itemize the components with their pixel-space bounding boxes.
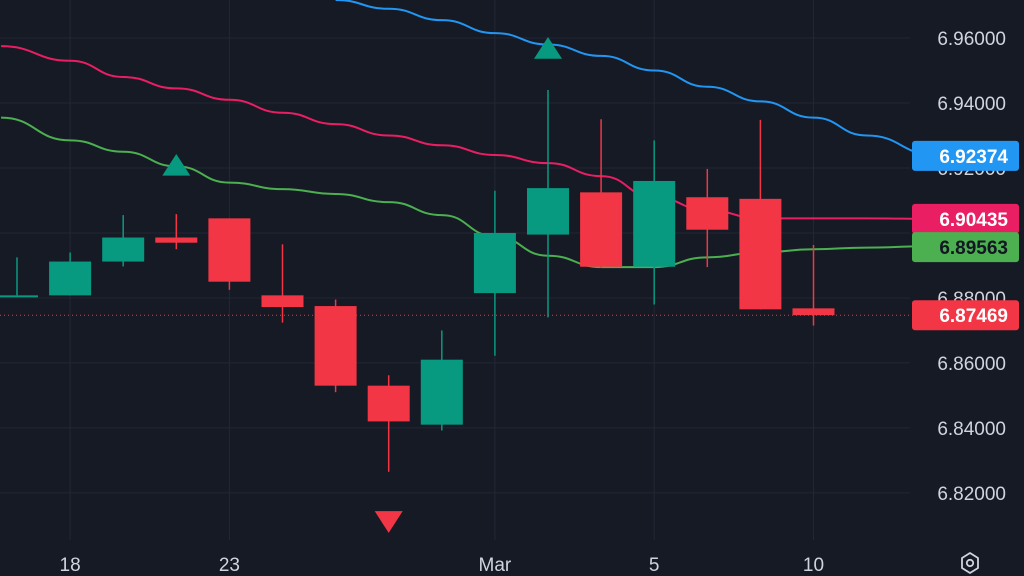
candle[interactable] (686, 168, 729, 268)
buy-signal-marker (534, 37, 562, 59)
price-badge: 6.90435 (912, 203, 1019, 234)
time-tick-label: 23 (219, 555, 240, 576)
candle[interactable] (473, 190, 516, 356)
candle-body (367, 385, 410, 422)
gear-icon (961, 552, 979, 574)
candle[interactable] (792, 244, 835, 326)
price-badge-background (912, 203, 1019, 234)
gear-icon-center (965, 558, 975, 568)
candles[interactable] (0, 90, 835, 472)
price-badge-background (912, 232, 1019, 263)
price-badge-label: 6.89563 (939, 238, 1008, 259)
price-tick-label: 6.82000 (937, 484, 1006, 505)
candle[interactable] (420, 330, 463, 431)
candle-body (208, 218, 251, 282)
price-badge: 6.92374 (912, 140, 1019, 171)
price-badge: 6.87469 (912, 300, 1019, 331)
buy-signal-marker (162, 153, 191, 176)
signal-markers (162, 37, 562, 533)
candle-body (420, 359, 463, 425)
price-badge-label: 6.92374 (939, 147, 1008, 168)
time-tick-label: 5 (649, 555, 660, 576)
candle-body (739, 198, 782, 310)
candle[interactable] (102, 215, 145, 267)
candle-body (49, 261, 92, 296)
candle[interactable] (367, 375, 410, 472)
candle-body (155, 237, 198, 243)
price-tick-label: 6.86000 (937, 354, 1006, 375)
candle-body (261, 295, 304, 308)
time-tick-label: 10 (803, 555, 824, 576)
candle-body (527, 188, 569, 235)
candle-body (102, 237, 145, 262)
candle-body (0, 295, 38, 298)
candle-body (792, 308, 835, 316)
candle-body (473, 232, 516, 294)
candle[interactable] (0, 257, 38, 298)
candle[interactable] (739, 119, 782, 310)
candle[interactable] (580, 119, 623, 269)
settings-button[interactable] (961, 552, 979, 574)
candle[interactable] (49, 252, 92, 296)
candle[interactable] (155, 214, 198, 250)
price-badge-background (912, 300, 1019, 331)
candle[interactable] (633, 140, 676, 305)
moving-average-line-3 (335, 0, 936, 156)
price-badge: 6.89563 (912, 232, 1019, 263)
price-badge-background (912, 140, 1019, 171)
candle[interactable] (208, 218, 251, 290)
candle[interactable] (314, 299, 357, 393)
candle[interactable] (527, 90, 569, 318)
price-tick-label: 6.94000 (937, 94, 1006, 115)
candle-body (686, 197, 729, 230)
candle[interactable] (261, 244, 304, 323)
price-tick-label: 6.84000 (937, 419, 1006, 440)
price-tick-label: 6.96000 (937, 29, 1006, 50)
time-tick-label: 18 (60, 555, 81, 576)
price-badge-label: 6.87469 (939, 306, 1008, 327)
candle-body (580, 192, 623, 267)
price-badges: 6.92374 6.90435 6.89563 6.87469 (912, 140, 1019, 331)
candle-body (633, 180, 676, 267)
price-badge-label: 6.90435 (939, 210, 1008, 231)
time-tick-label: Mar (479, 555, 512, 576)
sell-signal-marker (374, 511, 403, 533)
candle-body (314, 306, 357, 386)
time-axis[interactable]: 18 23 Mar 5 10 (60, 555, 825, 576)
